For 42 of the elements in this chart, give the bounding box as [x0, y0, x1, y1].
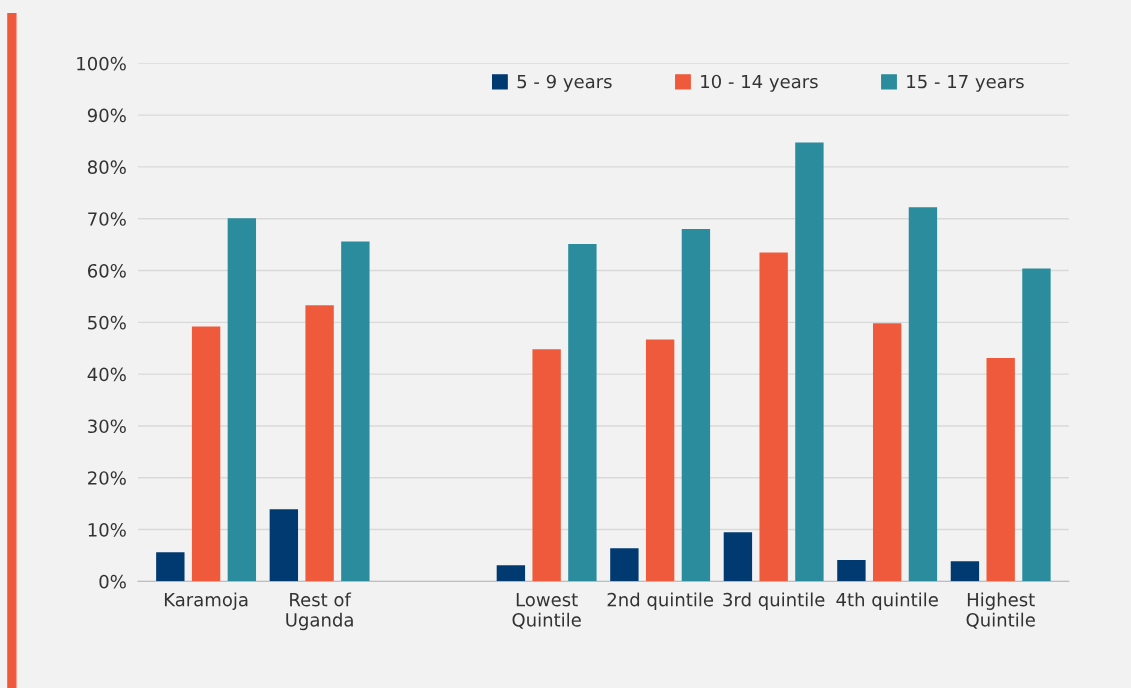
x-tick-label: 2nd quintile	[607, 592, 714, 610]
bar	[496, 565, 526, 582]
bar	[269, 509, 299, 582]
bar	[532, 349, 561, 582]
legend-label: 10 - 14 years	[701, 74, 818, 92]
bar	[908, 207, 938, 582]
y-tick-label: 20%	[88, 471, 126, 485]
bar	[227, 218, 257, 582]
bar	[610, 548, 639, 582]
bar	[681, 229, 711, 582]
y-tick-label: 10%	[88, 523, 126, 537]
bar	[568, 244, 597, 582]
y-tick-label: 100%	[77, 56, 126, 71]
bar	[759, 252, 788, 582]
legend-label: 15 - 17 years	[907, 74, 1024, 92]
bar	[872, 323, 902, 582]
y-tick-label: 60%	[88, 263, 126, 278]
bar	[950, 561, 980, 582]
x-tick-label: Rest of Uganda	[286, 592, 353, 631]
x-tick-label: Highest Quintile	[966, 592, 1035, 629]
bar	[795, 142, 824, 582]
bar	[837, 560, 866, 582]
bar	[645, 339, 675, 582]
y-tick-label: 0%	[99, 574, 126, 589]
bar	[191, 326, 221, 582]
legend-label: 5 - 9 years	[517, 74, 612, 92]
y-tick-label: 90%	[87, 108, 126, 123]
x-tick-label: Lowest Quintile	[512, 593, 581, 629]
bar	[1022, 268, 1051, 582]
x-tick-label: 4th quintile	[836, 592, 938, 610]
y-tick-label: 80%	[87, 160, 126, 175]
y-tick-label: 70%	[88, 212, 126, 226]
bar	[156, 552, 185, 582]
bar	[341, 241, 370, 582]
y-tick-label: 40%	[87, 367, 126, 382]
bar	[986, 358, 1015, 582]
y-tick-label: 50%	[88, 315, 126, 330]
bar	[305, 305, 334, 582]
y-tick-label: 30%	[88, 419, 126, 434]
x-tick-label: 3rd quintile	[723, 592, 825, 610]
bar	[723, 532, 753, 582]
x-tick-label: Karamoja	[164, 592, 248, 610]
